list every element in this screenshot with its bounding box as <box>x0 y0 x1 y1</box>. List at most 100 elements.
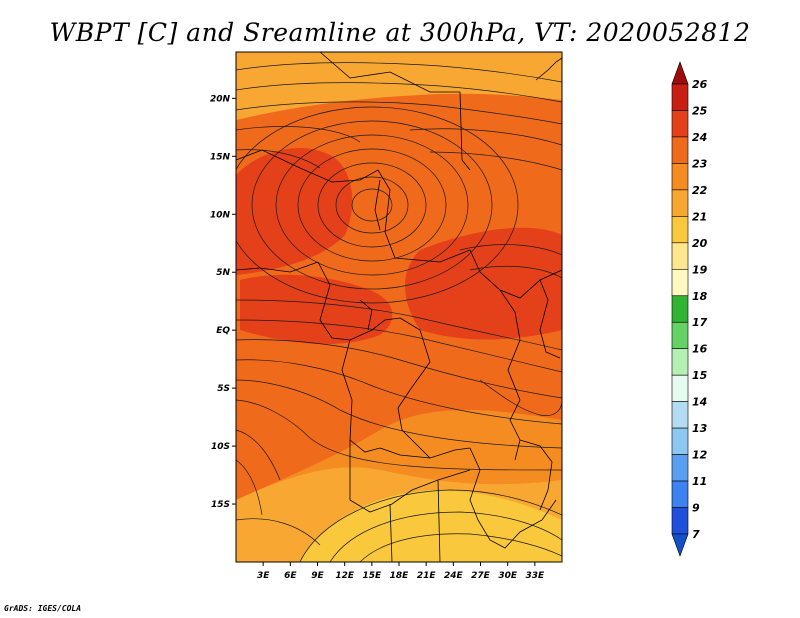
lat-tick-label: 15N <box>210 152 231 162</box>
colorbar-swatch <box>671 216 689 244</box>
colorbar-swatch <box>671 374 689 402</box>
colorbar-level-label: 21 <box>692 210 707 223</box>
border-line <box>389 503 393 562</box>
wbpt-field <box>236 52 562 562</box>
colorbar-swatch <box>671 480 689 508</box>
lat-tick-label: 5N <box>216 268 230 278</box>
colorbar-swatch <box>671 295 689 323</box>
streamline <box>236 399 562 471</box>
colorbar-swatch <box>671 427 689 455</box>
streamlines <box>236 62 562 562</box>
chart-title: WBPT [C] and Sreamline at 300hPa, VT: 20… <box>49 18 751 47</box>
lon-tick-label: 15E <box>362 571 382 581</box>
lon-tick-label: 21E <box>417 571 437 581</box>
border-line <box>539 279 561 359</box>
streamline <box>236 101 562 125</box>
streamline <box>459 244 562 256</box>
colorbar-swatch <box>671 321 689 350</box>
colorbar-level-label: 14 <box>692 396 707 409</box>
streamline <box>299 489 562 562</box>
anticyclone-ring <box>317 162 427 248</box>
country-borders <box>236 52 562 562</box>
colorbar-level-label: 22 <box>692 184 708 197</box>
longitude-axis: 3E 6E 9E 12E 15E 18E 21E 24E 27E 30E 33E <box>257 562 545 581</box>
streamline <box>236 359 562 425</box>
streamline <box>236 429 281 481</box>
lat-tick-label: EQ <box>216 326 230 336</box>
colorbar-level-label: 20 <box>692 237 708 250</box>
anticyclone-ring <box>275 134 469 276</box>
streamline <box>236 319 562 373</box>
border-line <box>359 299 373 331</box>
colorbar-swatch <box>671 136 689 164</box>
streamline <box>236 149 321 169</box>
border-line <box>374 179 381 231</box>
colorbar-level-label: 13 <box>692 422 708 435</box>
colorbar-swatch <box>671 348 689 376</box>
colorbar-level-label: 25 <box>692 104 708 117</box>
lon-tick-label: 30E <box>498 571 518 581</box>
colorbar-swatch <box>671 268 689 297</box>
streamline <box>329 511 562 562</box>
border-line <box>236 261 319 273</box>
lat-tick-label: 20N <box>210 94 231 104</box>
colorbar-swatch <box>671 507 689 535</box>
streamline <box>236 62 562 83</box>
colorbar-level-label: 16 <box>692 343 708 356</box>
lon-tick-label: 27E <box>471 571 491 581</box>
streamline <box>236 518 321 546</box>
border-line <box>437 479 441 562</box>
colorbar-level-label: 18 <box>692 290 708 303</box>
colorbar-swatch <box>671 83 689 111</box>
field-coolest-south <box>300 490 562 562</box>
lon-tick-label: 18E <box>390 571 410 581</box>
colorbar-level-label: 19 <box>692 263 708 276</box>
colorbar-bottom-arrow <box>671 533 689 557</box>
streamline <box>469 265 562 279</box>
colorbar-level-label: 26 <box>692 78 708 91</box>
lon-tick-label: 9E <box>311 571 324 581</box>
anticyclone-ring <box>236 106 519 304</box>
footer-credit: GrADS: IGES/COLA <box>4 604 82 613</box>
colorbar-swatch <box>671 163 689 191</box>
lon-tick-label: 6E <box>284 571 297 581</box>
colorbar-swatch <box>671 454 689 482</box>
border-line <box>317 261 401 341</box>
border-line <box>469 447 557 549</box>
streamline <box>236 126 361 143</box>
border-line <box>519 439 553 511</box>
anticyclone-ring <box>297 148 447 262</box>
lon-tick-label: 12E <box>335 571 355 581</box>
streamline <box>236 339 562 399</box>
lon-tick-label: 3E <box>257 571 270 581</box>
border-line <box>319 52 471 171</box>
lon-tick-label: 24E <box>444 571 464 581</box>
streamline <box>409 128 562 146</box>
border-line <box>341 339 471 459</box>
anticyclone-ring <box>335 176 409 234</box>
border-line <box>236 149 562 299</box>
latitude-axis: 20N 15N 10N 5N EQ 5S 10S 15S <box>210 94 236 510</box>
colorbar: 26 25 24 23 22 21 20 19 18 17 16 15 14 13 12 11 9 7 <box>671 61 708 557</box>
streamline <box>236 82 562 103</box>
lat-tick-label: 15S <box>211 500 230 510</box>
border-line <box>499 289 521 461</box>
lon-tick-label: 33E <box>525 571 545 581</box>
streamline <box>429 151 562 171</box>
colorbar-level-label: 24 <box>692 131 707 144</box>
colorbar-level-label: 11 <box>692 475 707 488</box>
colorbar-swatch <box>671 401 689 429</box>
lat-tick-label: 10S <box>211 442 230 452</box>
colorbar-swatch <box>671 110 689 138</box>
lat-tick-label: 5S <box>217 384 230 394</box>
streamline <box>479 379 562 416</box>
border-line <box>397 317 431 459</box>
anticyclone-ring <box>351 188 393 222</box>
colorbar-swatch <box>671 189 689 217</box>
colorbar-level-label: 7 <box>692 528 700 541</box>
streamline <box>236 299 562 351</box>
colorbar-swatch <box>671 242 689 270</box>
colorbar-level-label: 17 <box>692 316 708 329</box>
anticyclone-ring <box>251 120 493 290</box>
